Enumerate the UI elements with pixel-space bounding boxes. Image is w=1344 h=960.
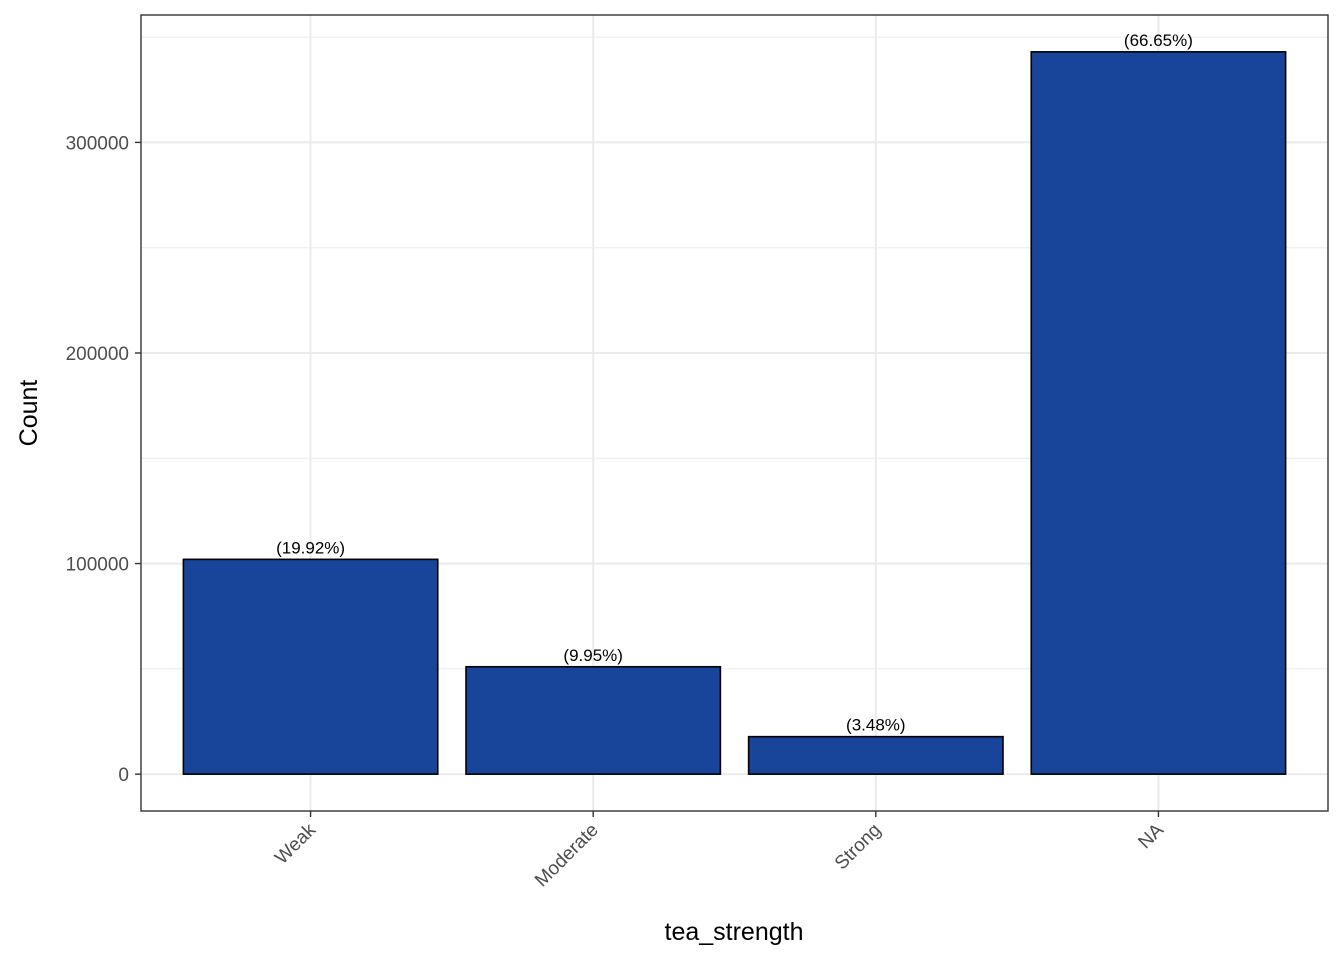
data-label: (9.95%): [563, 646, 623, 665]
panel-border: [140, 14, 1329, 812]
x-axis-title: tea_strength: [665, 918, 804, 946]
y-axis-title: Count: [15, 380, 43, 447]
bar: [747, 735, 1004, 775]
bar: [1030, 51, 1287, 775]
data-label: (3.48%): [846, 716, 906, 735]
bar: [182, 558, 439, 775]
y-tick-label: 100000: [66, 555, 129, 576]
bar: [465, 665, 722, 775]
bars: [182, 51, 1287, 775]
y-tick-label: 200000: [66, 344, 129, 365]
data-label: (19.92%): [276, 538, 345, 557]
y-tick-label: 0: [118, 765, 129, 786]
data-labels: (19.92%) (9.95%) (3.48%) (66.65%): [276, 31, 1193, 735]
data-label: (66.65%): [1124, 31, 1193, 50]
y-tick-label: 300000: [66, 133, 129, 154]
